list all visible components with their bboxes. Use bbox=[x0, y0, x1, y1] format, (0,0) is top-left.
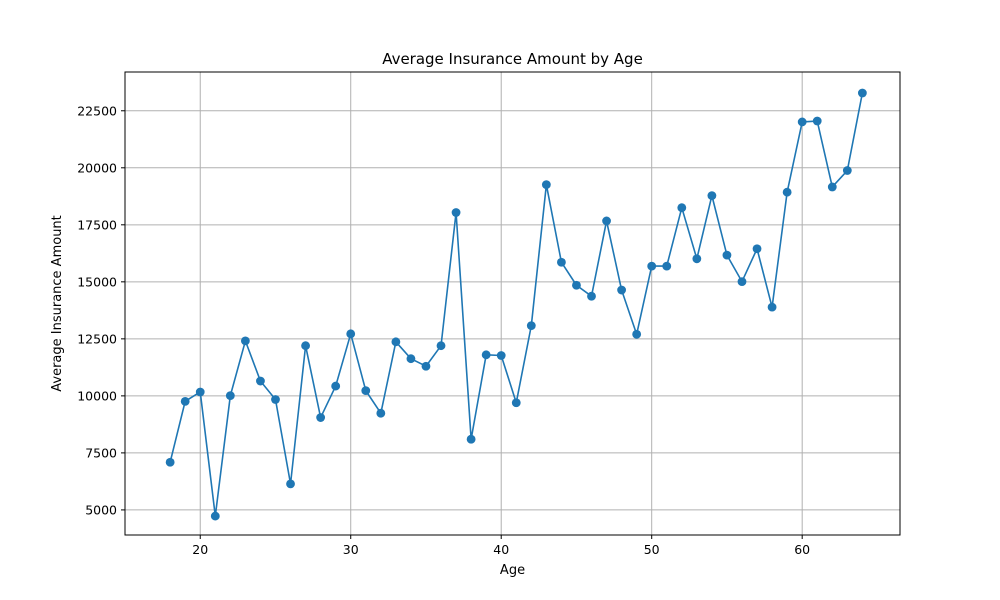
x-tick-label: 20 bbox=[192, 542, 208, 557]
data-point bbox=[752, 244, 762, 254]
data-point bbox=[376, 408, 386, 418]
data-point bbox=[707, 191, 717, 201]
data-point bbox=[286, 479, 295, 489]
y-tick-label: 10000 bbox=[77, 388, 117, 403]
data-point bbox=[391, 337, 401, 347]
data-point bbox=[602, 216, 611, 226]
y-tick-label: 15000 bbox=[77, 274, 117, 289]
data-point bbox=[617, 285, 627, 295]
data-point bbox=[406, 354, 416, 364]
x-axis-label: Age bbox=[500, 563, 525, 578]
chart-title: Average Insurance Amount by Age bbox=[382, 50, 643, 68]
data-point bbox=[421, 361, 431, 371]
tick-layer: 20 30 40 50 60 5000 7500 10000 12500 15000 17500 20… bbox=[77, 103, 810, 557]
x-tick-label: 50 bbox=[644, 542, 660, 557]
data-point bbox=[857, 88, 867, 98]
data-point bbox=[662, 261, 672, 271]
data-point bbox=[647, 261, 657, 271]
data-point bbox=[496, 351, 506, 360]
data-point bbox=[767, 302, 777, 312]
data-point bbox=[572, 280, 581, 290]
data-point bbox=[842, 166, 852, 175]
data-point bbox=[271, 395, 280, 404]
data-point bbox=[316, 413, 326, 422]
data-point bbox=[827, 182, 837, 192]
data-point bbox=[737, 277, 747, 287]
points-layer bbox=[165, 88, 867, 521]
data-point bbox=[165, 457, 175, 467]
data-point bbox=[195, 387, 205, 397]
data-point bbox=[541, 180, 551, 190]
grid-layer bbox=[125, 72, 900, 535]
y-tick-label: 5000 bbox=[85, 502, 117, 517]
data-point bbox=[782, 187, 792, 197]
data-point bbox=[812, 116, 822, 126]
data-point bbox=[677, 203, 687, 213]
data-point bbox=[526, 321, 536, 331]
data-point bbox=[481, 350, 491, 360]
data-point bbox=[692, 254, 702, 264]
x-tick-label: 40 bbox=[493, 542, 509, 557]
data-point bbox=[557, 257, 566, 267]
data-point bbox=[225, 391, 235, 401]
data-point bbox=[180, 396, 190, 406]
plot-frame bbox=[124, 71, 901, 536]
data-point bbox=[361, 386, 371, 396]
y-tick-label: 20000 bbox=[77, 160, 117, 175]
data-point bbox=[210, 511, 220, 521]
data-point bbox=[797, 117, 807, 127]
y-tick-label: 22500 bbox=[77, 103, 117, 118]
data-point bbox=[722, 250, 732, 260]
data-point bbox=[466, 434, 476, 444]
data-point bbox=[256, 376, 265, 386]
data-point bbox=[436, 341, 446, 351]
data-point bbox=[632, 329, 642, 339]
data-point bbox=[511, 398, 521, 408]
y-axis-label: Average Insurance Amount bbox=[50, 215, 65, 392]
y-tick-label: 7500 bbox=[85, 445, 117, 460]
y-tick-label: 12500 bbox=[77, 331, 117, 346]
x-tick-label: 30 bbox=[343, 542, 359, 557]
y-tick-label: 17500 bbox=[77, 217, 117, 232]
data-point bbox=[240, 336, 250, 346]
x-tick-label: 60 bbox=[794, 542, 810, 557]
data-point bbox=[301, 341, 310, 351]
data-point bbox=[587, 291, 596, 301]
data-point bbox=[451, 208, 461, 217]
data-point bbox=[331, 381, 341, 391]
data-point bbox=[346, 329, 356, 339]
